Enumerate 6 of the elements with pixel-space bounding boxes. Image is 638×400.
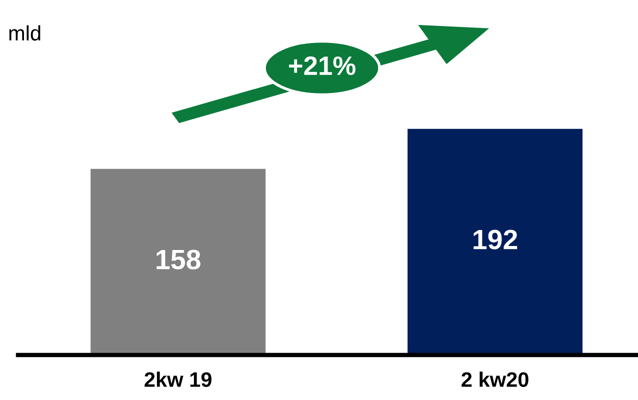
x-tick-label: 2 kw20 <box>462 372 528 387</box>
data-label: 158 <box>156 250 200 270</box>
x-tick-label: 2kw 19 <box>144 372 212 387</box>
y-axis-title: mld <box>9 25 40 41</box>
data-label: 192 <box>474 230 518 250</box>
text: +21% <box>288 56 356 76</box>
